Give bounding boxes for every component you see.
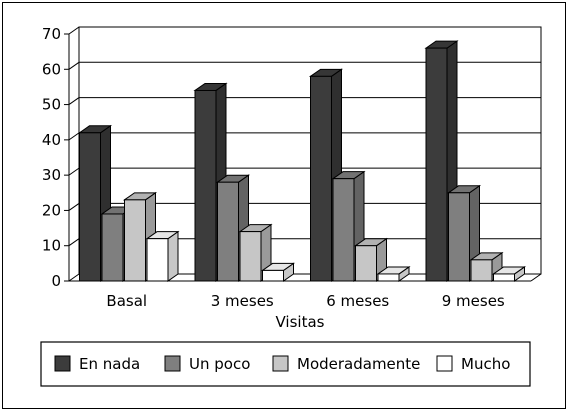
bar xyxy=(353,237,389,282)
y-tick-label: 10 xyxy=(42,237,61,255)
legend-swatch xyxy=(436,355,453,372)
y-tick-label: 70 xyxy=(42,25,61,43)
y-tick-label: 20 xyxy=(42,201,61,219)
legend-swatch xyxy=(272,355,289,372)
chart-frame: 0 10 20 30 40 50 60 70 Basal 3 meses 6 meses 9 mes… xyxy=(2,2,566,409)
bar-chart: 0 10 20 30 40 50 60 70 Basal 3 meses 6 meses 9 mes… xyxy=(40,25,542,387)
gridline-diagonal xyxy=(68,26,80,35)
y-tick-label: 30 xyxy=(42,166,61,184)
legend-item: Un poco xyxy=(164,355,250,373)
gridline-diagonal xyxy=(68,273,80,282)
legend-label: Mucho xyxy=(461,355,510,373)
y-tick-label: 40 xyxy=(42,131,61,149)
gridline-diagonal xyxy=(68,61,80,70)
y-tick-label: 60 xyxy=(42,60,61,78)
x-tick-label: Basal xyxy=(106,292,147,310)
legend: En nada Un poco Moderadamente Mucho xyxy=(40,341,531,387)
bar xyxy=(145,230,180,282)
gridline-diagonal xyxy=(68,238,80,247)
bar xyxy=(376,265,411,282)
bar xyxy=(491,265,527,282)
legend-swatch xyxy=(54,355,71,372)
y-tick-labels: 0 10 20 30 40 50 60 70 xyxy=(42,25,61,290)
x-tick-label: 9 meses xyxy=(442,292,505,310)
gridline-diagonal xyxy=(68,203,80,211)
legend-label: Moderadamente xyxy=(297,355,420,373)
x-tick-label: 6 meses xyxy=(326,292,389,310)
gridline-diagonal xyxy=(68,167,80,176)
bar xyxy=(260,262,296,282)
legend-item: En nada xyxy=(54,355,140,373)
legend-item: Moderadamente xyxy=(272,355,420,373)
x-axis-title: Visitas xyxy=(276,313,325,331)
legend-item: Mucho xyxy=(436,355,510,373)
legend-swatch xyxy=(164,355,181,372)
legend-label: Un poco xyxy=(189,355,250,373)
y-tick-label: 0 xyxy=(51,272,61,290)
gridline-diagonal xyxy=(68,132,80,141)
y-tick-label: 50 xyxy=(42,96,61,114)
x-tick-labels: Basal 3 meses 6 meses 9 meses xyxy=(106,292,505,310)
legend-label: En nada xyxy=(79,355,140,373)
gridline-diagonal xyxy=(68,97,80,105)
bars xyxy=(77,40,527,282)
x-tick-label: 3 meses xyxy=(211,292,274,310)
